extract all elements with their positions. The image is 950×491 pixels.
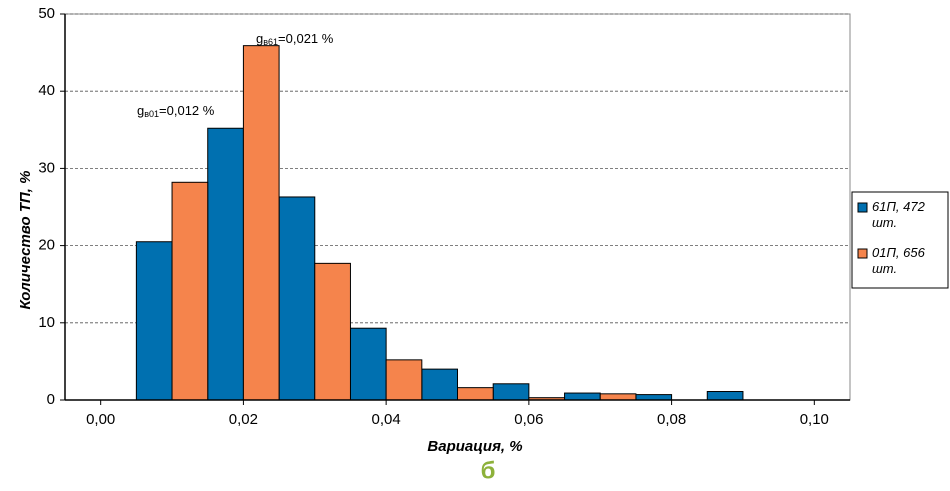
- annotation: gв61=0,021 %: [256, 31, 334, 47]
- bar: [457, 387, 494, 401]
- x-tick-label: 0,10: [800, 411, 829, 428]
- x-tick-label: 0,00: [86, 411, 115, 428]
- bar: [564, 392, 601, 401]
- bar: [171, 181, 209, 401]
- y-axis-label: Количество ТП, %: [17, 171, 34, 310]
- y-tick-label: 30: [38, 159, 55, 176]
- legend-swatch: [857, 202, 868, 213]
- y-tick-label: 40: [38, 82, 55, 99]
- x-tick-label: 0,08: [657, 411, 686, 428]
- legend-box: [851, 191, 949, 289]
- x-tick-label: 0,06: [514, 411, 543, 428]
- legend-label: 01П, 656 шт.: [872, 245, 926, 276]
- annotation-text: =0,012 %: [159, 103, 215, 118]
- bar: [706, 391, 744, 401]
- annotation-base: g: [256, 31, 263, 46]
- bar: [492, 383, 530, 401]
- annotation-base: g: [137, 103, 144, 118]
- bar: [135, 241, 173, 401]
- bar: [385, 359, 423, 401]
- bar: [278, 196, 316, 401]
- y-tick-label: 20: [38, 237, 55, 254]
- y-tick-label: 0: [47, 391, 55, 408]
- annotation-sub: в01: [144, 109, 159, 119]
- bar: [207, 127, 244, 401]
- x-tick-label: 0,02: [229, 411, 258, 428]
- x-tick-label: 0,04: [372, 411, 401, 428]
- annotation-text: =0,021 %: [278, 31, 334, 46]
- annotation: gв01=0,012 %: [137, 103, 215, 119]
- y-tick-label: 50: [38, 5, 55, 22]
- caption: б: [481, 457, 496, 484]
- legend-swatch: [857, 248, 868, 259]
- bar: [349, 327, 387, 401]
- annotation-sub: в61: [263, 37, 278, 47]
- bar: [599, 393, 637, 401]
- bar: [314, 262, 351, 401]
- x-axis-label: Вариация, %: [427, 438, 522, 455]
- y-tick-label: 10: [38, 314, 55, 331]
- bar: [242, 45, 280, 401]
- legend-label: 61П, 472 шт.: [872, 199, 926, 230]
- bar: [421, 368, 458, 401]
- bar: [635, 394, 673, 401]
